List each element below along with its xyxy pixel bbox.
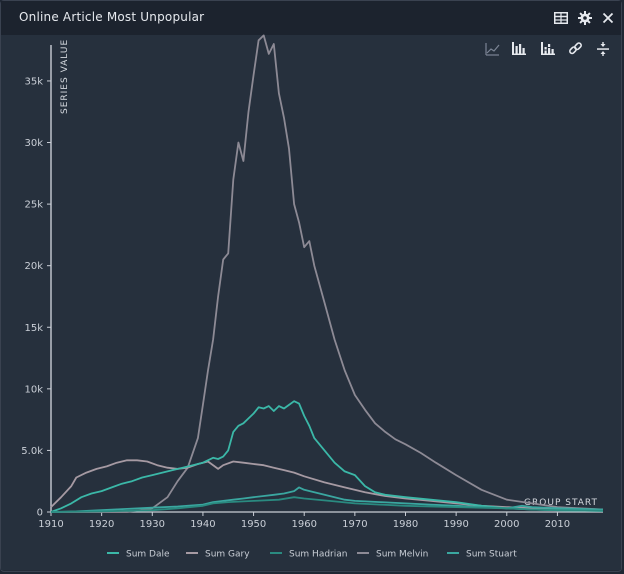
series-line-sum-gary[interactable]	[50, 459, 604, 511]
gear-icon	[578, 11, 592, 25]
x-tick-label: 1940	[190, 519, 215, 530]
legend-item-sum-melvin[interactable]: Sum Melvin	[357, 550, 428, 560]
x-tick-label: 1960	[291, 519, 316, 530]
y-tick-label: 20k	[24, 261, 43, 272]
stacked-bar-chart-toggle[interactable]	[541, 42, 555, 55]
y-tick-label: 35k	[24, 76, 43, 87]
y-tick-label: 15k	[24, 323, 43, 334]
x-tick-label: 2010	[545, 519, 570, 530]
x-tick-label: 1910	[38, 519, 63, 530]
line-chart-toggle[interactable]	[485, 43, 500, 56]
y-tick-label: 30k	[24, 138, 43, 149]
plot-area	[1, 35, 621, 570]
y-axis-ticks: 0 5.0k 10k 15k 20k 25k 30k 35k	[21, 76, 51, 519]
x-tick-label: 1920	[89, 519, 114, 530]
x-axis-ticks: 1910 1920 1930 1940 1950 1960 1970 1980 1990 2000…	[38, 512, 570, 530]
link-toggle[interactable]	[569, 42, 582, 55]
settings-button[interactable]	[575, 8, 595, 28]
series-line-sum-dale[interactable]	[50, 400, 604, 513]
y-tick-label: 5.0k	[21, 446, 43, 457]
x-axis-title: GROUP START	[524, 498, 598, 508]
legend-label: Sum Melvin	[376, 550, 428, 560]
panel-title: Online Article Most Unpopular	[19, 10, 205, 24]
legend-label: Sum Gary	[205, 550, 250, 560]
collapse-icon	[597, 42, 609, 56]
x-tick-label: 2000	[494, 519, 519, 530]
table-view-button[interactable]	[551, 8, 571, 28]
collapse-toggle[interactable]	[597, 42, 609, 56]
y-axis-title: SERIES VALUE	[60, 39, 70, 114]
legend-item-sum-dale[interactable]: Sum Dale	[107, 550, 170, 560]
link-icon	[569, 42, 582, 55]
close-icon	[602, 12, 614, 24]
legend-item-sum-hadrian[interactable]: Sum Hadrian	[270, 550, 347, 560]
legend: Sum Dale Sum Gary Sum Hadrian Sum Melvin Sum…	[107, 550, 517, 560]
x-tick-label: 1950	[241, 519, 266, 530]
legend-item-sum-stuart[interactable]: Sum Stuart	[447, 550, 517, 560]
series-lines	[50, 34, 604, 513]
x-tick-label: 1970	[342, 519, 367, 530]
table-view-icon	[554, 12, 568, 24]
title-bar: Online Article Most Unpopular	[1, 1, 621, 36]
x-tick-label: 1930	[140, 519, 165, 530]
legend-label: Sum Dale	[126, 550, 170, 560]
x-tick-label: 1980	[393, 519, 418, 530]
series-line-sum-hadrian[interactable]	[50, 496, 604, 513]
legend-item-sum-gary[interactable]: Sum Gary	[186, 550, 250, 560]
line-chart-icon	[485, 43, 500, 56]
y-tick-label: 10k	[24, 384, 43, 395]
y-tick-label: 0	[37, 508, 43, 519]
bar-chart-icon	[512, 42, 526, 55]
series-line-sum-melvin[interactable]	[51, 34, 604, 513]
bar-chart-toggle[interactable]	[512, 42, 526, 55]
stacked-bar-chart-icon	[541, 42, 555, 55]
y-tick-label: 25k	[24, 200, 43, 211]
x-tick-label: 1990	[443, 519, 468, 530]
legend-label: Sum Hadrian	[289, 550, 347, 560]
legend-label: Sum Stuart	[466, 550, 517, 560]
close-button[interactable]	[598, 8, 618, 28]
